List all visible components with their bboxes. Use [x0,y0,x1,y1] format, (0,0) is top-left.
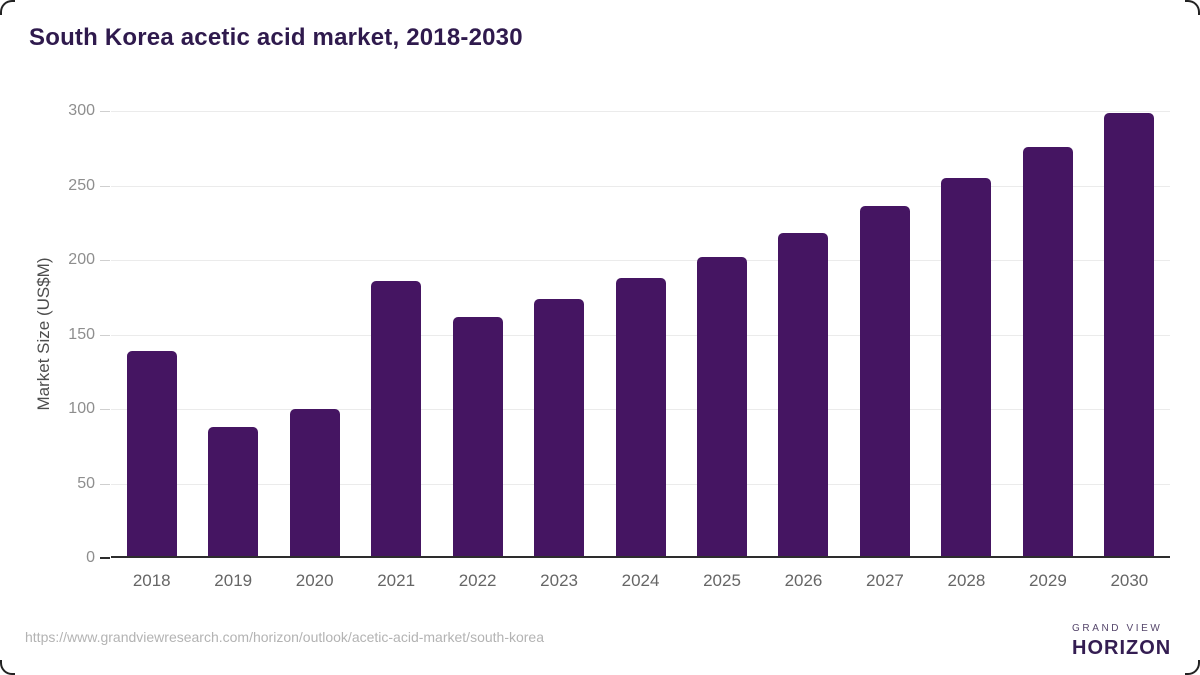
y-tick-label: 150 [68,325,95,343]
x-tick-label: 2027 [866,571,904,590]
x-tick-label: 2020 [295,571,334,590]
x-tick-label: 2026 [784,571,823,590]
frame-corner-bottom-left [0,660,15,675]
y-tick-mark [100,409,110,411]
y-tick-label: 100 [68,400,95,418]
y-tick-label: 300 [68,102,95,119]
bar-2022 [452,316,503,558]
logo-ripple-line [1031,645,1047,648]
x-tick-label: 2021 [377,571,416,590]
bar-2023 [534,298,585,558]
bar-slot-2020: 2020 [274,111,355,590]
gridline [111,185,1170,187]
bar-2021 [371,280,422,558]
bar-slot-2026: 2026 [763,111,844,590]
x-tick-label: 2029 [1028,571,1067,590]
logo-sun-arch [1027,629,1051,641]
y-tick-mark [100,483,110,485]
y-tick-mark [100,260,110,262]
logo-brand-name: GRAND VIEW [1072,622,1163,634]
bar-slot-2019: 2019 [192,111,273,590]
bar-slot-2028: 2028 [926,111,1007,590]
logo-text: GRAND VIEW HORIZON [1072,623,1171,660]
bar-slot-2022: 2022 [437,111,518,590]
bar-slot-2018: 2018 [111,111,192,590]
y-tick-mark [100,334,110,336]
bar-slot-2023: 2023 [518,111,599,590]
bar-2020 [289,409,340,558]
x-tick-label: 2025 [703,571,741,590]
bar-slot-2030: 2030 [1089,111,1170,590]
x-tick-label: 2023 [540,571,578,590]
bar-slot-2027: 2027 [844,111,925,590]
bar-2027 [859,206,910,558]
chart-title: South Korea acetic acid market, 2018-203… [29,24,523,51]
frame-corner-top-left [0,0,15,15]
bar-2026 [778,233,829,558]
y-tick-mark [100,557,110,559]
logo-product-name: HORIZON [1072,636,1172,659]
y-tick-label: 250 [68,176,95,194]
y-tick-label: 0 [86,549,95,566]
x-tick-label: 2019 [214,571,253,590]
bar-2018 [126,350,177,558]
x-tick-label: 2030 [1110,571,1149,590]
bar-slot-2021: 2021 [355,111,436,590]
x-tick-label: 2024 [621,571,660,590]
y-tick-mark [100,111,110,112]
frame-corner-bottom-right [1185,660,1200,675]
logo-ripple-line [1034,651,1044,654]
x-tick-label: 2018 [132,571,171,590]
x-axis-line [111,556,1170,558]
grand-view-horizon-logo: GRAND VIEW HORIZON [1018,620,1171,662]
bar-2030 [1104,112,1155,558]
bar-slot-2024: 2024 [600,111,681,590]
y-axis-title: Market Size (US$M) [34,257,53,411]
bar-2019 [208,426,259,558]
frame-corner-top-right [1185,0,1200,15]
bar-2028 [941,178,992,558]
bar-slot-2025: 2025 [681,111,762,590]
y-tick-mark [100,185,110,187]
bar-2024 [615,277,666,558]
bar-2029 [1022,146,1073,558]
bar-slot-2029: 2029 [1007,111,1088,590]
bar-2025 [697,257,748,558]
plot-area: 2018 2019 2020 2021 2022 2023 2024 2025 2026 2027… [68,103,1170,590]
gridline [111,111,1170,112]
y-tick-label: 50 [77,474,95,492]
sunrise-horizon-icon [1018,620,1060,662]
y-tick-label: 200 [68,251,95,269]
x-tick-label: 2028 [947,571,986,590]
x-tick-label: 2022 [458,571,497,590]
gridline [111,260,1170,262]
bars-row: 2018 2019 2020 2021 2022 2023 2024 2025 2026 2027… [111,111,1170,590]
source-url: https://www.grandviewresearch.com/horizo… [25,629,545,645]
